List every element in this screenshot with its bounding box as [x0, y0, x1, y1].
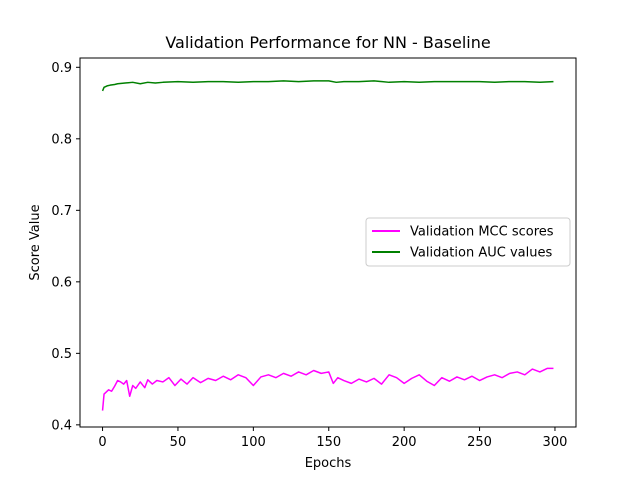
y-axis: 0.4 0.5 0.6 0.7 0.8 0.9 [51, 61, 80, 433]
legend-label-mcc: Validation MCC scores [410, 225, 554, 240]
plot-frame [79, 57, 577, 428]
legend: Validation MCC scores Validation AUC val… [365, 217, 571, 267]
x-tick-label: 300 [543, 435, 568, 450]
y-tick-label: 0.8 [51, 132, 72, 147]
y-tick-label: 0.7 [51, 204, 72, 219]
x-tick-label: 150 [316, 435, 341, 450]
x-tick-label: 0 [98, 435, 106, 450]
x-tick-label: 100 [241, 435, 266, 450]
legend-box [365, 217, 571, 267]
x-axis: 0 50 100 150 200 250 300 [98, 427, 567, 450]
x-tick-label: 250 [467, 435, 492, 450]
y-tick-label: 0.6 [51, 275, 72, 290]
y-axis-label: Score Value [28, 204, 43, 280]
series-line-1 [101, 80, 554, 92]
legend-label-auc: Validation AUC values [410, 246, 552, 261]
y-tick-label: 0.5 [51, 347, 72, 362]
series-line-0 [101, 367, 554, 411]
x-axis-label: Epochs [305, 456, 352, 471]
y-tick-label: 0.9 [51, 61, 72, 76]
series-layer [101, 80, 554, 411]
chart-title: Validation Performance for NN - Baseline [165, 33, 490, 52]
x-tick-label: 200 [392, 435, 417, 450]
x-tick-label: 50 [170, 435, 187, 450]
y-tick-label: 0.4 [51, 418, 72, 433]
